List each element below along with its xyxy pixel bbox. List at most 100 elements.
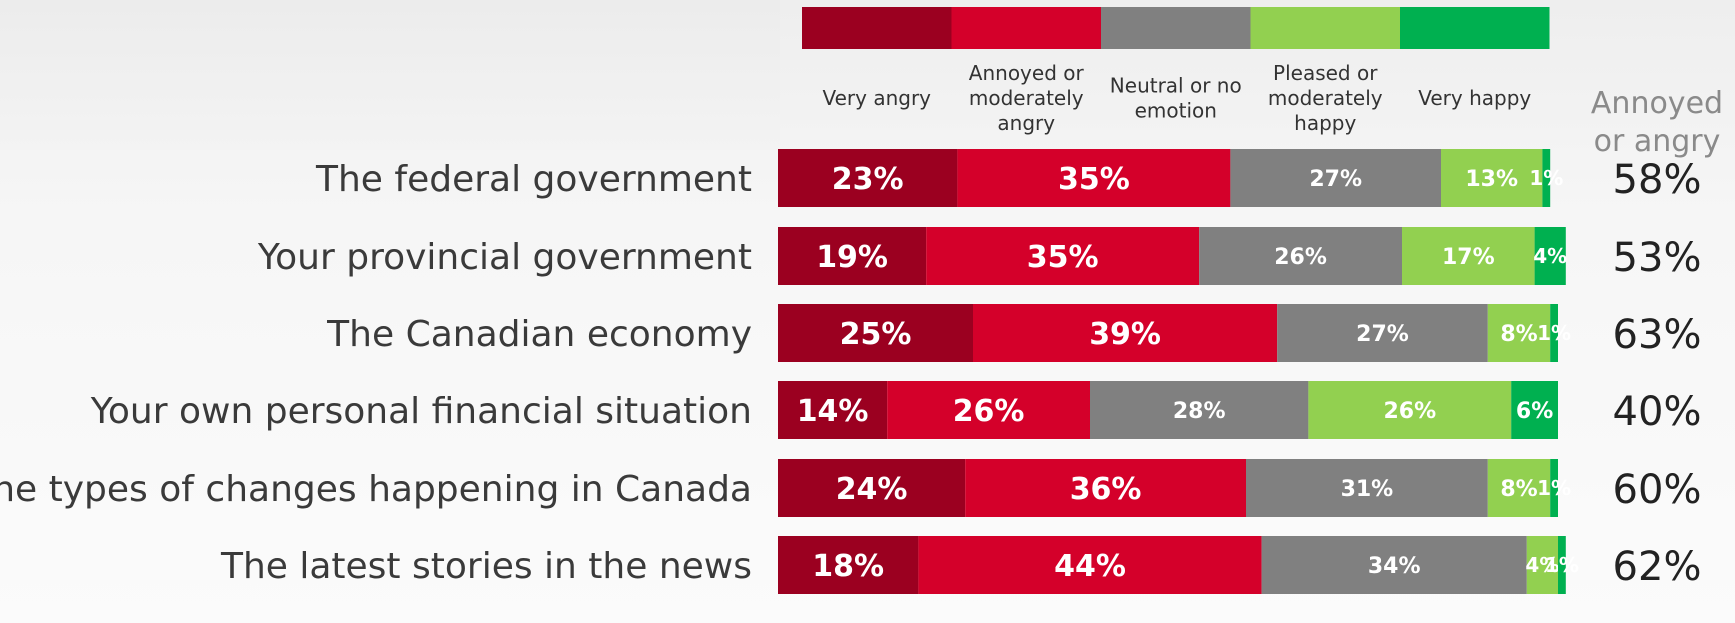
data-label: 1%	[1545, 553, 1579, 577]
data-label: 6%	[1516, 399, 1553, 424]
total-value: 40%	[1613, 389, 1702, 435]
legend-label: Pleased or	[1273, 61, 1378, 85]
bar-segment	[926, 227, 1200, 285]
bar-segment	[1090, 381, 1309, 439]
data-label: 19%	[816, 240, 888, 275]
legend-swatch	[802, 7, 952, 49]
bar-segment	[778, 536, 919, 594]
data-label: 31%	[1341, 477, 1394, 502]
bar-segment	[1277, 304, 1488, 362]
legend-swatch	[1101, 7, 1251, 49]
category-label: Your provincial government	[257, 237, 752, 278]
legend-label: moderately	[969, 86, 1084, 110]
bar-row: Your own personal financial situation 14%…	[90, 381, 1558, 439]
bar-segment	[1511, 381, 1558, 439]
legend-label: Very angry	[822, 86, 931, 110]
legend-label: happy	[1294, 111, 1356, 135]
data-label: 39%	[1089, 317, 1161, 352]
data-label: 13%	[1465, 167, 1518, 192]
bar-segment	[887, 381, 1090, 439]
bar-segment	[778, 459, 966, 517]
bar-row: The Canadian economy 25% 39% 27% 8% 1%	[326, 304, 1571, 362]
totals-header: Annoyed	[1591, 86, 1723, 121]
data-label: 34%	[1368, 554, 1421, 579]
legend-label: Annoyed or	[969, 61, 1085, 85]
legend-label: angry	[997, 111, 1055, 135]
bar-row: The latest stories in the news 18% 44% 34% 4…	[220, 536, 1579, 594]
bar-segment	[778, 381, 888, 439]
bar-segment	[778, 227, 927, 285]
legend-label: emotion	[1135, 99, 1217, 123]
bar-segment	[1246, 459, 1488, 517]
category-label: The types of changes happening in Canada	[0, 469, 752, 510]
data-label: 4%	[1533, 244, 1567, 268]
data-label: 36%	[1070, 472, 1142, 507]
bar-segment	[1199, 227, 1402, 285]
bar-segment	[1487, 459, 1551, 517]
bar-segment	[1534, 227, 1566, 285]
bar-segment	[1550, 304, 1558, 362]
data-label: 26%	[953, 394, 1025, 429]
total-value: 58%	[1613, 157, 1702, 203]
bar-segment	[778, 149, 958, 207]
category-label: The federal government	[315, 159, 752, 200]
bar-segment	[1261, 536, 1527, 594]
bar-segment	[973, 304, 1278, 362]
legend-label: Neutral or no	[1110, 74, 1242, 98]
bar-segment	[965, 459, 1246, 517]
totals-header: or angry	[1594, 124, 1721, 159]
data-label: 8%	[1500, 477, 1537, 502]
data-label: 35%	[1058, 162, 1130, 197]
data-label: 1%	[1537, 321, 1571, 345]
chart-rows: The federal government 23% 35% 27% 13% 1% Your…	[0, 149, 1579, 594]
bar-segment	[1308, 381, 1512, 439]
data-label: 24%	[836, 472, 908, 507]
total-value: 62%	[1613, 544, 1702, 590]
bar-row: The federal government 23% 35% 27% 13% 1%	[315, 149, 1563, 207]
data-label: 18%	[812, 549, 884, 584]
bar-segment	[1230, 149, 1441, 207]
data-label: 44%	[1054, 549, 1126, 584]
data-label: 27%	[1356, 322, 1409, 347]
bar-segment	[1550, 459, 1558, 517]
data-label: 4%	[1525, 553, 1559, 577]
bar-segment	[1487, 304, 1551, 362]
data-label: 28%	[1173, 399, 1226, 424]
bar-segment	[1441, 149, 1543, 207]
total-value: 63%	[1613, 312, 1702, 358]
data-label: 1%	[1537, 476, 1571, 500]
bar-segment	[1542, 149, 1551, 207]
total-value: 60%	[1613, 467, 1702, 513]
bar-row: The types of changes happening in Canada…	[0, 459, 1571, 517]
legend-swatch	[951, 7, 1101, 49]
bar-segment	[918, 536, 1262, 594]
data-label: 35%	[1027, 240, 1099, 275]
bar-segment	[1558, 536, 1566, 594]
data-label: 8%	[1500, 322, 1537, 347]
legend-label: moderately	[1268, 86, 1383, 110]
data-label: 26%	[1274, 245, 1327, 270]
total-value: 53%	[1613, 235, 1702, 281]
background-panel	[0, 0, 780, 150]
bar-row: Your provincial government 19% 35% 26% 17% 4%	[257, 227, 1567, 285]
data-label: 17%	[1442, 245, 1495, 270]
data-label: 1%	[1529, 166, 1563, 190]
legend-label: Very happy	[1418, 86, 1531, 110]
legend-swatch	[1250, 7, 1400, 49]
data-label: 23%	[832, 162, 904, 197]
data-label: 14%	[797, 394, 869, 429]
bar-segment	[1402, 227, 1535, 285]
legend-swatch	[1400, 7, 1550, 49]
bar-segment	[957, 149, 1231, 207]
category-label: The Canadian economy	[326, 314, 752, 355]
category-label: Your own personal financial situation	[90, 391, 752, 432]
data-label: 25%	[840, 317, 912, 352]
data-label: 26%	[1383, 399, 1436, 424]
bar-segment	[1526, 536, 1558, 594]
category-label: The latest stories in the news	[220, 546, 752, 587]
bar-segment	[778, 304, 973, 362]
data-label: 27%	[1309, 167, 1362, 192]
